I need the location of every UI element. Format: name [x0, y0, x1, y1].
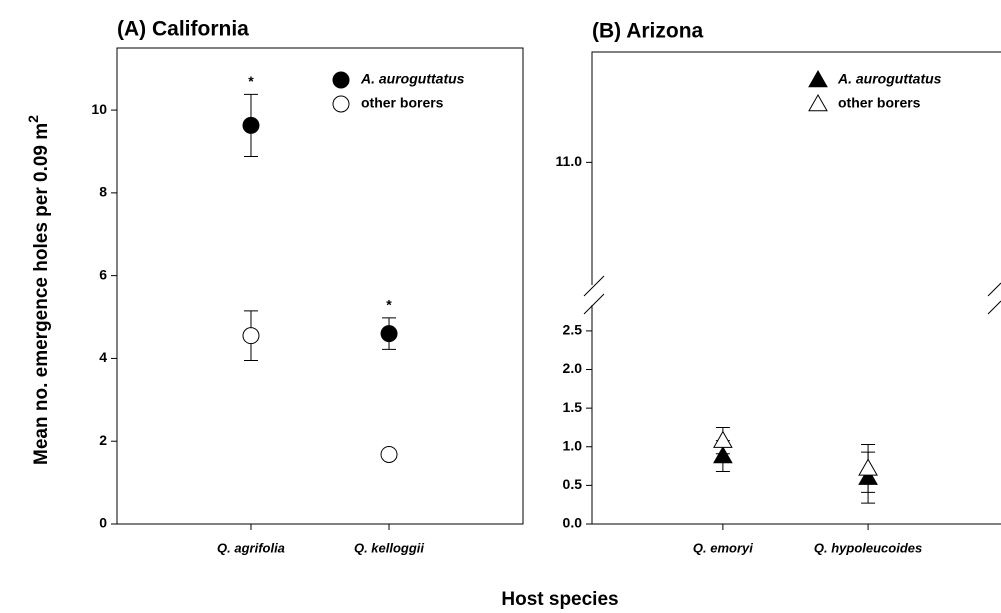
legend-label: A. auroguttatus: [837, 71, 942, 87]
y-axis-label: Mean no. emergence holes per 0.09 m2: [25, 115, 52, 465]
plot-frame: [591, 305, 1001, 525]
y-tick-label: 1.0: [563, 437, 583, 453]
y-tick-label: 2: [99, 432, 107, 448]
y-tick-label: 10: [91, 101, 107, 117]
x-tick-label: Q. agrifolia: [217, 540, 285, 555]
legend-marker: [332, 71, 350, 89]
y-axis-label-sup: 2: [25, 115, 41, 123]
plot-frame: [591, 51, 1001, 285]
axis-break: [987, 300, 1001, 315]
y-tick-label: 2.5: [563, 322, 583, 338]
annotation: *: [386, 297, 392, 313]
x-tick-label: Q. emoryi: [693, 540, 753, 555]
x-tick-label: Q. hypoleucoides: [814, 540, 922, 555]
legend-label: other borers: [361, 95, 444, 111]
panel-title: (B) Arizona: [592, 20, 704, 43]
point: [380, 325, 398, 343]
y-tick-label: 0.0: [563, 515, 583, 531]
axis-break: [987, 282, 1001, 297]
point: [713, 446, 733, 464]
point: [380, 445, 398, 463]
axis-break: [583, 275, 605, 297]
axis-break: [583, 293, 605, 315]
y-tick-label: 1.5: [563, 399, 583, 415]
x-tick-label: Q. kelloggii: [354, 540, 424, 555]
annotation: *: [248, 73, 254, 89]
y-tick-label: 0: [99, 515, 107, 531]
y-tick-label: 6: [99, 266, 107, 282]
point: [242, 116, 260, 134]
y-tick-label: 0.5: [563, 476, 583, 492]
y-tick-label: 2.0: [563, 360, 583, 376]
y-tick-label: 4: [99, 349, 107, 365]
plot-frame: [116, 47, 524, 525]
point: [242, 327, 260, 345]
x-axis-label: Host species: [501, 589, 618, 610]
legend-marker: [808, 93, 828, 112]
point: [858, 458, 878, 476]
panel-title: (A) California: [117, 18, 249, 41]
y-tick-label: 8: [99, 184, 107, 200]
point: [713, 430, 733, 448]
legend-label: other borers: [838, 95, 921, 111]
legend-label: A. auroguttatus: [360, 71, 465, 87]
legend-marker: [332, 95, 350, 113]
y-axis-label-text: Mean no. emergence holes per 0.09 m: [31, 123, 52, 465]
y-tick-label: 11.0: [556, 153, 583, 169]
legend-marker: [808, 69, 828, 88]
point: [858, 467, 878, 485]
